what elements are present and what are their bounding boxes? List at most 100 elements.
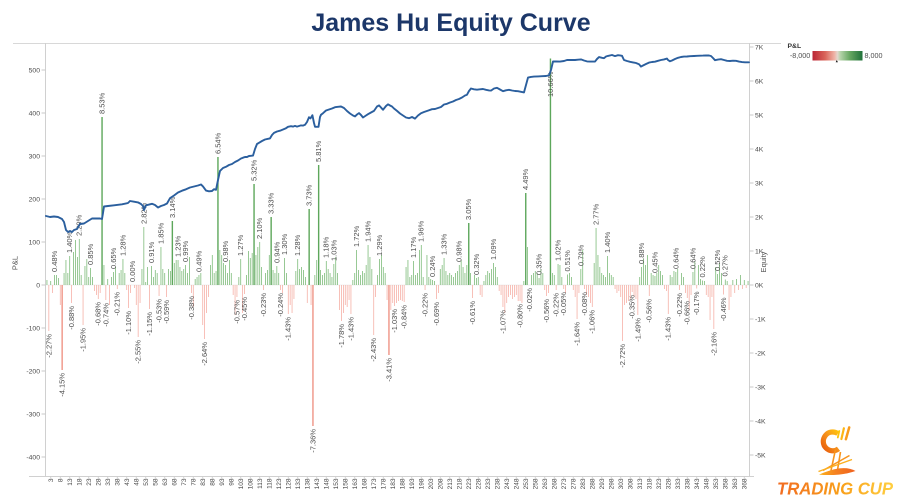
svg-text:63: 63	[162, 478, 169, 486]
svg-text:5K: 5K	[755, 112, 764, 119]
svg-text:7K: 7K	[755, 44, 764, 51]
svg-text:93: 93	[219, 478, 226, 486]
svg-text:2.77%: 2.77%	[591, 203, 600, 225]
svg-text:P&L: P&L	[788, 43, 802, 50]
svg-text:43: 43	[124, 478, 131, 486]
svg-text:328: 328	[665, 478, 672, 489]
svg-text:298: 298	[608, 478, 615, 489]
svg-text:358: 358	[722, 478, 729, 489]
svg-text:-3.41%: -3.41%	[384, 358, 393, 382]
svg-text:200: 200	[29, 196, 41, 203]
svg-text:123: 123	[276, 478, 283, 489]
svg-text:3.05%: 3.05%	[464, 198, 473, 220]
svg-text:400: 400	[29, 110, 41, 117]
svg-text:-2.43%: -2.43%	[369, 338, 378, 362]
svg-text:-4.15%: -4.15%	[58, 373, 67, 397]
svg-text:-0.24%: -0.24%	[276, 293, 285, 317]
svg-text:363: 363	[732, 478, 739, 489]
svg-text:208: 208	[437, 478, 444, 489]
svg-text:-5K: -5K	[755, 452, 766, 459]
svg-text:1.94%: 1.94%	[363, 220, 372, 242]
svg-text:0.88%: 0.88%	[637, 242, 646, 264]
svg-text:-7.36%: -7.36%	[308, 429, 317, 453]
svg-text:-0.22%: -0.22%	[420, 293, 429, 317]
svg-text:8: 8	[57, 478, 64, 482]
svg-text:0.45%: 0.45%	[650, 251, 659, 273]
svg-text:-2.27%: -2.27%	[44, 334, 53, 358]
svg-text:-0.80%: -0.80%	[515, 304, 524, 328]
svg-text:203: 203	[428, 478, 435, 489]
svg-text:38: 38	[114, 478, 121, 486]
svg-text:-400: -400	[26, 454, 40, 461]
svg-text:-1.10%: -1.10%	[124, 311, 133, 335]
svg-text:348: 348	[703, 478, 710, 489]
svg-text:258: 258	[532, 478, 539, 489]
svg-text:1.18%: 1.18%	[322, 236, 331, 258]
svg-text:303: 303	[618, 478, 625, 489]
svg-text:28: 28	[95, 478, 102, 486]
svg-text:-2.16%: -2.16%	[709, 332, 718, 356]
svg-text:283: 283	[580, 478, 587, 489]
svg-text:1.72%: 1.72%	[352, 225, 361, 247]
svg-text:333: 333	[675, 478, 682, 489]
svg-text:-300: -300	[26, 411, 40, 418]
svg-text:0.32%: 0.32%	[472, 253, 481, 275]
svg-text:-1.64%: -1.64%	[572, 322, 581, 346]
svg-text:1.27%: 1.27%	[236, 234, 245, 256]
svg-text:0.27%: 0.27%	[721, 255, 730, 277]
svg-text:-1.06%: -1.06%	[588, 310, 597, 334]
svg-text:500: 500	[29, 67, 41, 74]
svg-text:368: 368	[741, 478, 748, 489]
svg-text:1.33%: 1.33%	[439, 233, 448, 255]
svg-text:193: 193	[409, 478, 416, 489]
svg-text:-0.21%: -0.21%	[113, 292, 122, 316]
svg-text:0K: 0K	[755, 282, 764, 289]
svg-text:0.94%: 0.94%	[272, 241, 281, 263]
svg-text:288: 288	[589, 478, 596, 489]
svg-text:2.82%: 2.82%	[139, 202, 148, 224]
svg-text:233: 233	[485, 478, 492, 489]
svg-text:1.02%: 1.02%	[553, 239, 562, 261]
svg-text:23: 23	[86, 478, 93, 486]
svg-text:253: 253	[523, 478, 530, 489]
svg-text:113: 113	[257, 478, 264, 489]
svg-text:3.14%: 3.14%	[168, 196, 177, 218]
svg-text:0.64%: 0.64%	[671, 247, 680, 269]
svg-text:18: 18	[76, 478, 83, 486]
svg-text:108: 108	[247, 478, 254, 489]
svg-text:158: 158	[342, 478, 349, 489]
svg-text:98: 98	[228, 478, 235, 486]
svg-text:33: 33	[105, 478, 112, 486]
svg-text:13: 13	[67, 478, 74, 486]
svg-text:268: 268	[551, 478, 558, 489]
svg-text:1K: 1K	[755, 248, 764, 255]
svg-text:68: 68	[171, 478, 178, 486]
svg-text:133: 133	[295, 478, 302, 489]
svg-text:-0.66%: -0.66%	[683, 301, 692, 325]
svg-text:-0.59%: -0.59%	[162, 300, 171, 324]
svg-text:53: 53	[143, 478, 150, 486]
svg-text:0.48%: 0.48%	[50, 250, 59, 272]
svg-text:-1.15%: -1.15%	[145, 312, 154, 336]
svg-text:-0.45%: -0.45%	[240, 297, 249, 321]
svg-text:10.66%: 10.66%	[546, 71, 555, 97]
svg-text:353: 353	[713, 478, 720, 489]
svg-text:318: 318	[646, 478, 653, 489]
svg-text:273: 273	[561, 478, 568, 489]
svg-text:-1.43%: -1.43%	[284, 317, 293, 341]
svg-text:1.03%: 1.03%	[329, 239, 338, 261]
svg-text:-100: -100	[26, 325, 40, 332]
svg-text:243: 243	[504, 478, 511, 489]
svg-text:0.52%: 0.52%	[713, 249, 722, 271]
svg-text:-0.17%: -0.17%	[692, 291, 701, 315]
svg-text:223: 223	[466, 478, 473, 489]
svg-text:0.35%: 0.35%	[534, 253, 543, 275]
svg-text:0.99%: 0.99%	[181, 240, 190, 262]
svg-text:178: 178	[380, 478, 387, 489]
svg-text:173: 173	[371, 478, 378, 489]
svg-text:1.40%: 1.40%	[603, 231, 612, 253]
svg-text:-0.68%: -0.68%	[94, 302, 103, 326]
svg-text:78: 78	[190, 478, 197, 486]
svg-text:300: 300	[29, 153, 41, 160]
svg-text:-0.35%: -0.35%	[628, 295, 637, 319]
